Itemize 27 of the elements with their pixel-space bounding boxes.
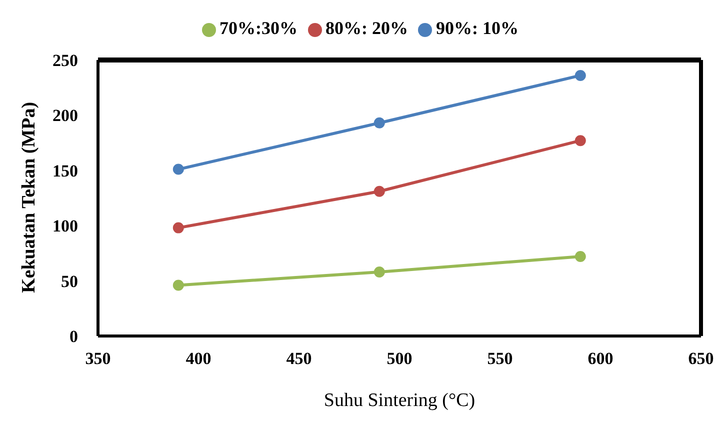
- y-tick-label: 150: [52, 161, 78, 180]
- x-axis-title: Suhu Sintering (°C): [324, 390, 476, 411]
- point: [574, 135, 586, 146]
- x-tick-label: 500: [386, 349, 412, 368]
- y-tick-label: 100: [52, 216, 78, 236]
- x-tick-label: 650: [688, 349, 714, 368]
- y-tick-label: 200: [52, 106, 78, 126]
- legend-label: 80%: 20%: [326, 18, 408, 38]
- point: [374, 117, 385, 128]
- legend-label: 70%:30%: [220, 18, 298, 38]
- point: [374, 266, 385, 278]
- x-tick-label: 550: [487, 349, 513, 368]
- point: [574, 70, 586, 81]
- y-tick-label: 250: [52, 51, 78, 70]
- x-tick-label: 350: [85, 349, 111, 368]
- x-tick-label: 400: [186, 349, 212, 368]
- y-tick-label: 50: [61, 272, 78, 291]
- point: [172, 222, 184, 234]
- x-tick-label: 600: [588, 349, 614, 368]
- point: [374, 186, 385, 197]
- point: [172, 280, 184, 291]
- legend-label: 90%: 10%: [436, 18, 518, 38]
- y-axis-title: Kekuatan Tekan (MPa): [18, 102, 40, 293]
- point: [574, 251, 586, 262]
- y-tick-label: 0: [70, 327, 78, 346]
- x-tick-label: 450: [286, 349, 312, 368]
- point: [172, 164, 184, 175]
